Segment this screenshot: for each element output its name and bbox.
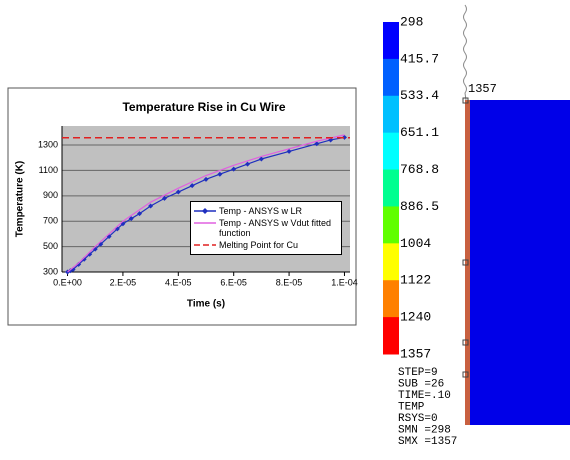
y-tick-label: 900: [43, 190, 58, 200]
legend-marker: [202, 208, 208, 214]
legend-entry: Melting Point for Cu: [194, 240, 338, 250]
x-tick-label: 4.E-05: [165, 277, 192, 287]
colorbar-label: 1357: [400, 346, 431, 361]
colorbar-band: [383, 280, 399, 317]
colorbar-band: [383, 170, 399, 207]
legend-label: Temp - ANSYS w LR: [219, 206, 302, 216]
legend-entry: Temp - ANSYS w Vdut fitted function: [194, 218, 338, 238]
colorbar-band: [383, 22, 399, 59]
colorbar-label: 1240: [400, 310, 431, 325]
x-tick-label: 6.E-05: [220, 277, 247, 287]
y-axis-title: Temperature (K): [15, 161, 26, 238]
colorbar-band: [383, 133, 399, 170]
model-body: [470, 100, 570, 425]
colorbar-band: [383, 317, 399, 354]
colorbar-band: [383, 59, 399, 96]
chart-title: Temperature Rise in Cu Wire: [122, 100, 285, 114]
legend-label: Temp - ANSYS w Vdut fitted function: [219, 218, 338, 238]
page: Temperature Rise in Cu Wire Time (s) Tem…: [0, 0, 570, 455]
status-line: SMN =298: [398, 424, 451, 436]
status-line: SUB =26: [398, 378, 444, 390]
status-line: TEMP: [398, 401, 425, 413]
max-label: 1357: [468, 82, 497, 96]
y-tick-label: 700: [43, 216, 58, 226]
legend-swatch: [194, 240, 216, 250]
colorbar-band: [383, 96, 399, 133]
legend-swatch: [194, 206, 216, 216]
x-tick-label: 8.E-05: [276, 277, 303, 287]
colorbar-label: 768.8: [400, 162, 439, 177]
colorbar-label: 1004: [400, 236, 431, 251]
x-axis-title: Time (s): [187, 299, 225, 310]
status-line: SMX =1357: [398, 436, 457, 448]
legend-swatch: [194, 218, 216, 228]
colorbar-label: 415.7: [400, 51, 439, 66]
x-tick-label: 0.E+00: [53, 277, 82, 287]
colorbar-label: 298: [400, 14, 423, 29]
colorbar-label: 886.5: [400, 199, 439, 214]
y-tick-label: 1300: [38, 139, 58, 149]
colorbar-label: 1122: [400, 273, 431, 288]
status-line: RSYS=0: [398, 413, 438, 425]
x-tick-label: 2.E-05: [110, 277, 137, 287]
legend-entry: Temp - ANSYS w LR: [194, 206, 338, 216]
y-tick-label: 1100: [39, 165, 58, 175]
y-tick-label: 500: [43, 241, 58, 251]
colorbar-band: [383, 243, 399, 280]
colorbar-label: 533.4: [400, 88, 439, 103]
legend-label: Melting Point for Cu: [219, 240, 298, 250]
status-line: STEP=9: [398, 367, 438, 379]
y-tick-label: 300: [43, 266, 58, 276]
colorbar-band: [383, 206, 399, 243]
model-spring: [464, 5, 467, 100]
x-tick-label: 1.E-04: [331, 277, 358, 287]
status-line: TIME=.10: [398, 390, 451, 402]
legend: Temp - ANSYS w LR Temp - ANSYS w Vdut fit…: [190, 201, 342, 255]
colorbar-label: 651.1: [400, 125, 439, 140]
